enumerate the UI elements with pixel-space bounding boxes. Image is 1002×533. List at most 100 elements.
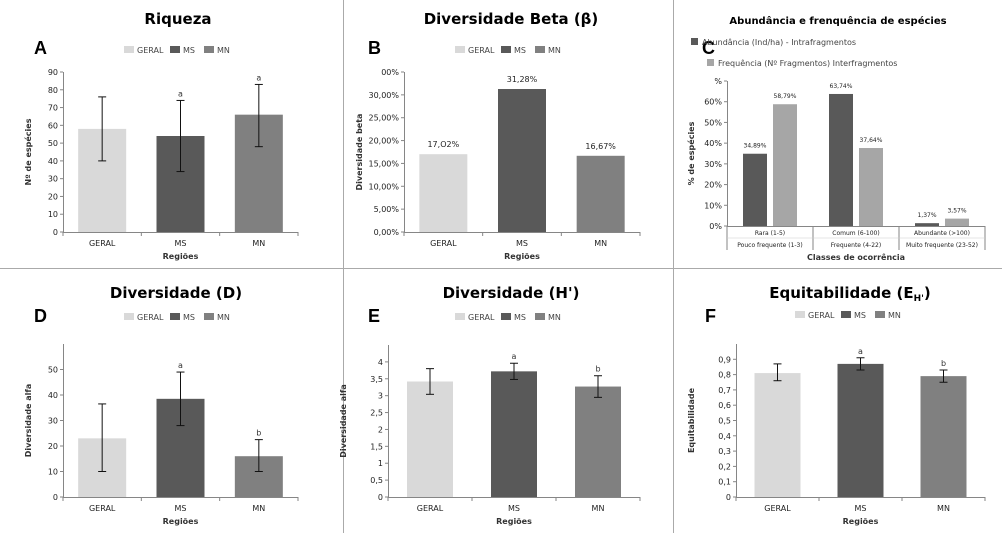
legend-label-geral: GERAL bbox=[137, 313, 164, 322]
y-axis-title: Diversidade beta bbox=[355, 114, 364, 191]
bar-series-1 bbox=[743, 153, 767, 226]
x-axis-title: Regiões bbox=[843, 517, 879, 526]
y-tick-label: 60% bbox=[704, 98, 722, 107]
legend-label-frequencia: Frequência (Nº Fragmentos) Interfragment… bbox=[718, 58, 897, 68]
legend-swatch-ms bbox=[170, 313, 180, 320]
y-axis-title: Diversidade alfa bbox=[24, 384, 33, 458]
bar-geral bbox=[419, 154, 468, 232]
x-axis-title: Regiões bbox=[163, 252, 199, 261]
y-tick-label: 0,5 bbox=[370, 476, 383, 485]
y-tick-label: 20% bbox=[704, 181, 722, 190]
chart-title: Equitabilidade (EH') bbox=[769, 284, 931, 304]
y-tick-label: 0,6 bbox=[718, 401, 731, 410]
x-tick-label: MN bbox=[937, 504, 950, 513]
legend-swatch-geral bbox=[795, 311, 805, 318]
chart-panel-e: Diversidade (H') E GERAL MS MN 0 0,5 1 1,5 2 2,5 3 3… bbox=[339, 284, 641, 526]
y-tick-label: 40 bbox=[48, 157, 58, 166]
x-axis-title: Regiões bbox=[163, 517, 199, 526]
x-tick-label: MS bbox=[855, 504, 867, 513]
y-tick-label: 10% bbox=[704, 201, 722, 210]
y-tick-label: 2,5 bbox=[370, 409, 383, 418]
legend-label-ms: MS bbox=[514, 313, 526, 322]
y-tick-label: 20,00% bbox=[368, 137, 399, 146]
x-tick-label: MN bbox=[252, 504, 265, 513]
significance-letter: a bbox=[512, 352, 517, 361]
y-tick-label: 0,2 bbox=[718, 462, 731, 471]
chart-title: Diversidade (H') bbox=[443, 284, 580, 302]
significance-letter: b bbox=[595, 365, 600, 374]
x-tick-label: Comum (6-100) bbox=[832, 230, 879, 237]
y-tick-label: 20 bbox=[48, 442, 58, 451]
y-axis-title: Equitabilidade bbox=[687, 387, 696, 453]
data-label: 31,28% bbox=[507, 75, 538, 84]
legend-label-ms: MS bbox=[183, 313, 195, 322]
x-tick-label-secondary: Muito frequente (23-52) bbox=[906, 242, 978, 249]
x-tick-label: Rara (1-5) bbox=[755, 230, 785, 237]
x-tick-label: GERAL bbox=[89, 239, 116, 248]
y-tick-label: 30 bbox=[48, 175, 58, 184]
legend-swatch-ms bbox=[170, 46, 180, 53]
x-tick-label: MN bbox=[252, 239, 265, 248]
legend-label-mn: MN bbox=[548, 46, 561, 55]
x-axis-title: Regiões bbox=[504, 252, 540, 261]
legend-swatch-ms bbox=[501, 46, 511, 53]
significance-letter: a bbox=[256, 73, 261, 82]
x-tick-label: MS bbox=[516, 239, 528, 248]
y-tick-label: 4 bbox=[378, 358, 383, 367]
bar-series-2 bbox=[773, 104, 797, 226]
chart-panel-a: Riqueza A GERAL MS MN 0 10 20 30 40 50 60 70 80 90 GERA… bbox=[23, 10, 299, 261]
y-tick-label: 0,1 bbox=[718, 478, 731, 487]
legend-label-ms: MS bbox=[514, 46, 526, 55]
y-tick-label: 15,00% bbox=[368, 159, 399, 168]
chart-panel-d: Diversidade (D) D GERAL MS MN 0 10 20 30 40 50 GERA… bbox=[24, 284, 299, 526]
y-tick-label: 10 bbox=[48, 210, 58, 219]
data-label: 3,57% bbox=[947, 208, 966, 215]
significance-letter: a bbox=[858, 347, 863, 356]
y-tick-label: 40% bbox=[704, 139, 722, 148]
bar-ms bbox=[498, 89, 546, 233]
y-tick-label: 70 bbox=[48, 104, 58, 113]
legend-swatch-abundancia bbox=[691, 38, 698, 45]
legend-label-mn: MN bbox=[217, 313, 230, 322]
chart-panel-f: Equitabilidade (EH') F GERAL MS MN 0 0,1 0,2 0,3… bbox=[687, 284, 986, 526]
x-tick-label: MS bbox=[508, 504, 520, 513]
y-tick-label: 0,7 bbox=[718, 386, 731, 395]
legend-label-ms: MS bbox=[183, 46, 195, 55]
legend-label-geral: GERAL bbox=[137, 46, 164, 55]
x-tick-label: MS bbox=[175, 504, 187, 513]
y-tick-label: 0,8 bbox=[718, 371, 731, 380]
data-label: 63,74% bbox=[830, 83, 853, 90]
x-tick-label: GERAL bbox=[89, 504, 116, 513]
y-tick-label: 0 bbox=[53, 228, 58, 237]
y-tick-label: 20 bbox=[48, 192, 58, 201]
y-tick-label: 0,3 bbox=[718, 447, 731, 456]
y-tick-label: 80 bbox=[48, 86, 58, 95]
panel-letter: F bbox=[705, 306, 716, 326]
bar-series-1 bbox=[915, 223, 939, 226]
legend-label-geral: GERAL bbox=[808, 311, 835, 320]
x-tick-label: Abundante (>100) bbox=[914, 230, 970, 237]
chart-panel-b: Diversidade Beta (β) B GERAL MS MN 0,00% 5,00%… bbox=[355, 10, 641, 261]
y-axis-title: Diversidade alfa bbox=[339, 384, 348, 458]
y-tick-label: 2 bbox=[378, 425, 383, 434]
y-tick-label: 30,00% bbox=[368, 91, 399, 100]
x-axis-title: Classes de ocorrência bbox=[807, 252, 905, 262]
legend-swatch-mn bbox=[875, 311, 885, 318]
legend-swatch-geral bbox=[124, 313, 134, 320]
legend-label-abundancia: Abundância (Ind/ha) - Intrafragmentos bbox=[702, 38, 856, 47]
legend-label-geral: GERAL bbox=[468, 46, 495, 55]
x-tick-label-secondary: Frequente (4-22) bbox=[831, 242, 881, 249]
legend-swatch-ms bbox=[501, 313, 511, 320]
panel-letter: B bbox=[368, 38, 381, 58]
bar-mn bbox=[575, 386, 621, 497]
legend-swatch-mn bbox=[535, 46, 545, 53]
x-tick-label: MN bbox=[592, 504, 605, 513]
y-tick-label: 25,00% bbox=[368, 114, 399, 123]
legend-label-mn: MN bbox=[548, 313, 561, 322]
bar-series-2 bbox=[945, 218, 969, 226]
bar-mn bbox=[576, 155, 625, 232]
y-tick-label: 5,00% bbox=[374, 205, 400, 214]
x-tick-label: GERAL bbox=[430, 239, 457, 248]
bar-ms bbox=[491, 371, 537, 497]
